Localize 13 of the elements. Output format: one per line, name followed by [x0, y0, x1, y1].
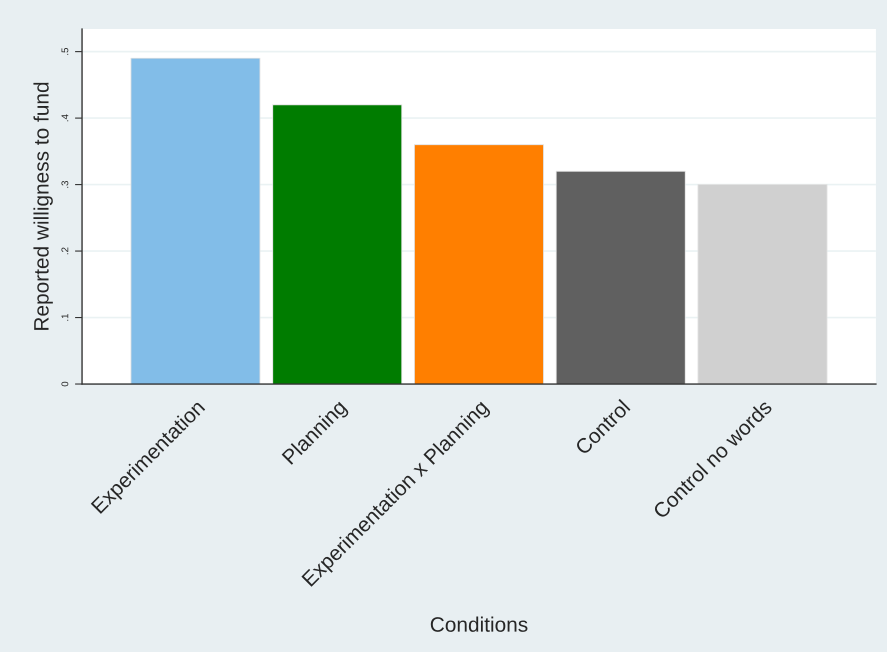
bar — [414, 144, 544, 384]
x-axis-title: Conditions — [430, 616, 528, 632]
y-tick-label: .3 — [61, 180, 68, 188]
y-axis-title: Reported willigness to fund — [33, 82, 53, 330]
bar — [272, 104, 402, 384]
y-tick-label: .1 — [62, 314, 68, 321]
y-tick-label: .2 — [61, 248, 68, 254]
y-tick-label: .5 — [62, 48, 68, 55]
y-tick-label: 0 — [61, 382, 68, 386]
bar — [698, 184, 828, 384]
bar — [556, 170, 686, 384]
bar — [130, 58, 260, 384]
y-tick-label: .4 — [62, 114, 68, 122]
